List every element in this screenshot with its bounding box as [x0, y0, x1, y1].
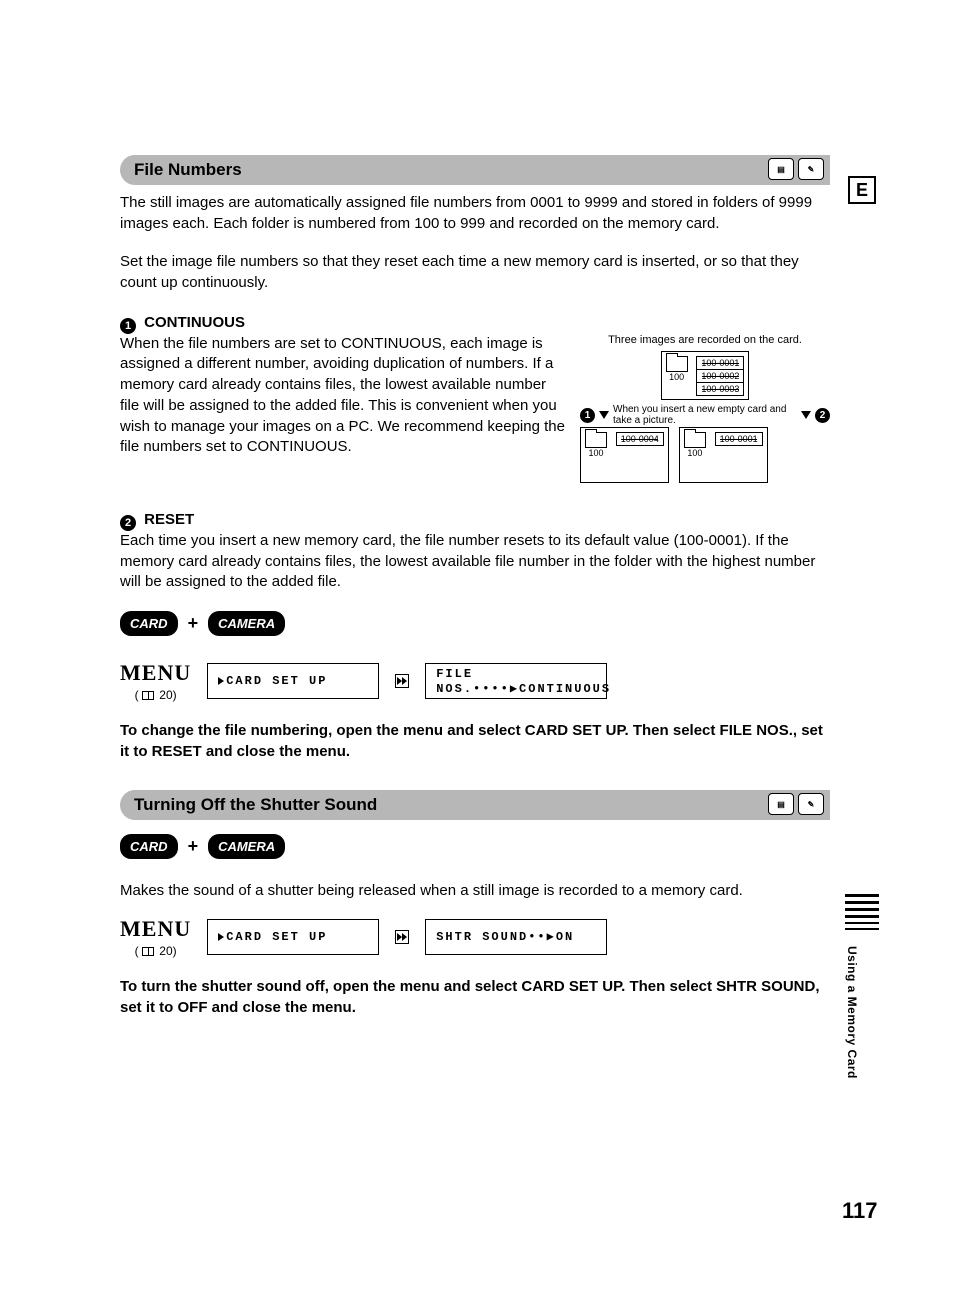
- diagram-caption-top: Three images are recorded on the card.: [580, 334, 830, 347]
- book-icon: [142, 947, 154, 956]
- double-triangle-icon: [395, 930, 409, 944]
- menu-box-file-nos: FILE NOS.••••▶CONTINUOUS: [425, 663, 607, 699]
- menu-label: MENU: [120, 660, 191, 686]
- side-tab: Using a Memory Card: [845, 894, 879, 1079]
- continuous-bullet: 1: [120, 318, 136, 334]
- diagram-caption-mid: When you insert a new empty card and tak…: [613, 404, 797, 427]
- section-title-text: Turning Off the Shutter Sound: [134, 795, 377, 815]
- diagram-card-right: 100 100-0001: [679, 427, 768, 483]
- card-shape-icon: [666, 356, 688, 372]
- diagram-file-top-2: 100-0002: [696, 369, 744, 383]
- diagram-card-left: 100 100-0004: [580, 427, 669, 483]
- diagram-file-top-3: 100-0003: [696, 382, 744, 396]
- menu-page-ref: ( 20): [120, 688, 191, 702]
- double-triangle-icon: [395, 674, 409, 688]
- file-numbers-instruction: To change the file numbering, open the m…: [120, 720, 830, 762]
- section-title-shutter: Turning Off the Shutter Sound ▤ ✎: [120, 790, 830, 820]
- mode-icon-camera: ✎: [798, 158, 824, 180]
- mode-icon-card: ▤: [768, 158, 794, 180]
- card-shape-icon: [585, 432, 607, 448]
- diagram-card-top: 100 100-0001 100-0002 100-0003: [661, 351, 750, 400]
- arrow-down-icon: [801, 411, 811, 419]
- file-numbers-intro-2: Set the image file numbers so that they …: [120, 252, 830, 293]
- triangle-icon: [218, 933, 224, 941]
- diagram-file-top-1: 100-0001: [696, 356, 744, 370]
- section-title-text: File Numbers: [134, 160, 242, 180]
- diagram-bullet-1: 1: [580, 408, 595, 423]
- menu-box-card-setup: CARD SET UP: [207, 919, 379, 955]
- mode-pill-row-2: CARD + CAMERA: [120, 834, 830, 859]
- menu-ref-number: 20: [159, 688, 172, 702]
- shutter-intro: Makes the sound of a shutter being relea…: [120, 881, 830, 902]
- plus-icon: +: [188, 836, 199, 857]
- language-badge: E: [848, 176, 876, 204]
- continuous-heading-text: CONTINUOUS: [144, 314, 245, 331]
- menu-box-card-setup: CARD SET UP: [207, 663, 379, 699]
- camera-pill: CAMERA: [208, 834, 285, 859]
- menu-page-ref: ( 20): [120, 944, 191, 958]
- menu-box-1-text: CARD SET UP: [226, 930, 327, 944]
- card-shape-icon: [684, 432, 706, 448]
- camera-pill: CAMERA: [208, 611, 285, 636]
- triangle-icon: [218, 677, 224, 685]
- side-bars-icon: [845, 894, 879, 930]
- side-tab-label: Using a Memory Card: [845, 946, 859, 1079]
- menu-label-block: MENU ( 20): [120, 916, 191, 958]
- mode-icon-card: ▤: [768, 793, 794, 815]
- mode-icon-camera: ✎: [798, 793, 824, 815]
- reset-text: Each time you insert a new memory card, …: [120, 531, 830, 593]
- menu-box-1-text: CARD SET UP: [226, 674, 327, 688]
- menu-label: MENU: [120, 916, 191, 942]
- arrow-down-icon: [599, 411, 609, 419]
- file-numbers-intro-1: The still images are automatically assig…: [120, 193, 830, 234]
- menu-ref-number: 20: [159, 944, 172, 958]
- diagram-bullet-2: 2: [815, 408, 830, 423]
- reset-heading-text: RESET: [144, 511, 194, 528]
- page-number: 117: [842, 1198, 878, 1224]
- page-content: File Numbers ▤ ✎ The still images are au…: [120, 155, 830, 1033]
- card-pill: CARD: [120, 611, 178, 636]
- continuous-text: When the file numbers are set to CONTINU…: [120, 334, 566, 483]
- shutter-instruction: To turn the shutter sound off, open the …: [120, 976, 830, 1018]
- section-title-file-numbers: File Numbers ▤ ✎: [120, 155, 830, 185]
- menu-box-shtr-sound: SHTR SOUND••▶ON: [425, 919, 607, 955]
- menu-row-shutter: MENU ( 20) CARD SET UP SHTR SOUND••▶ON: [120, 916, 830, 958]
- diagram-folder-right: 100: [684, 447, 706, 458]
- book-icon: [142, 691, 154, 700]
- mode-pill-row-1: CARD + CAMERA: [120, 611, 830, 636]
- file-number-diagram: Three images are recorded on the card. 1…: [580, 334, 830, 483]
- diagram-folder-top: 100: [666, 371, 688, 382]
- menu-label-block: MENU ( 20): [120, 660, 191, 702]
- menu-box-2-text: SHTR SOUND••▶ON: [436, 929, 574, 944]
- diagram-file-left: 100-0004: [616, 432, 664, 446]
- continuous-heading: 1 CONTINUOUS: [120, 314, 830, 334]
- reset-bullet: 2: [120, 515, 136, 531]
- menu-row-file-numbers: MENU ( 20) CARD SET UP FILE NOS.••••▶CON…: [120, 660, 830, 702]
- menu-box-2-text: FILE NOS.••••▶CONTINUOUS: [436, 667, 611, 696]
- plus-icon: +: [188, 613, 199, 634]
- diagram-file-right: 100-0001: [715, 432, 763, 446]
- reset-heading: 2 RESET: [120, 511, 830, 531]
- card-pill: CARD: [120, 834, 178, 859]
- diagram-folder-left: 100: [585, 447, 607, 458]
